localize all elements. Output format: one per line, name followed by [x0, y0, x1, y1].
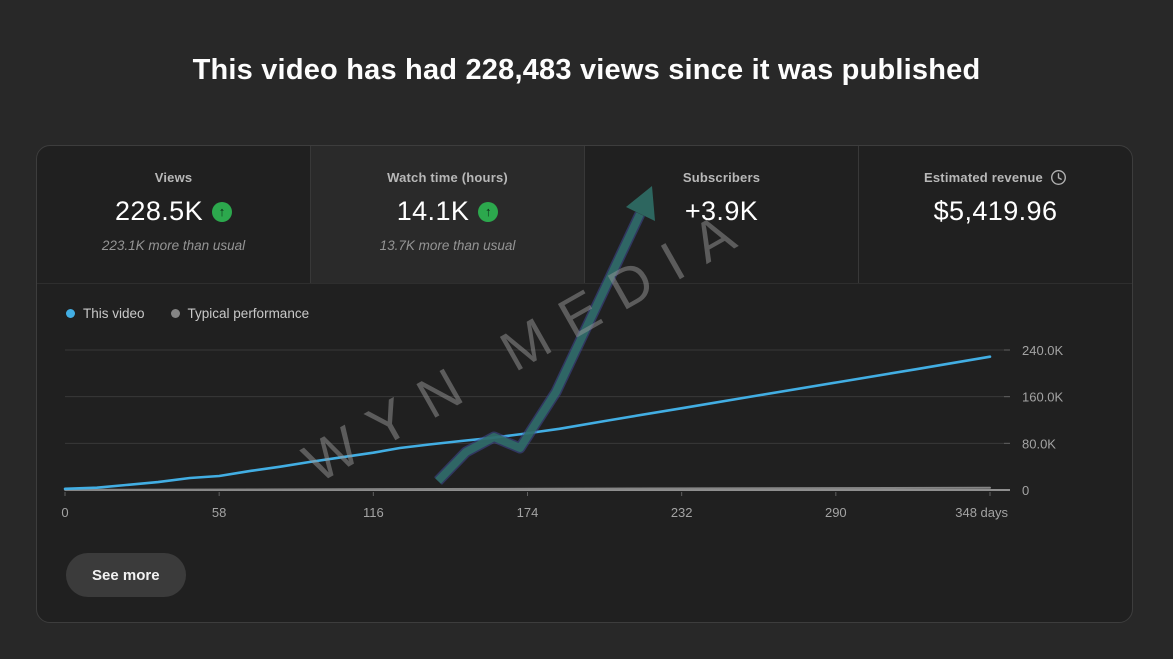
legend-label: Typical performance: [187, 306, 310, 321]
metric-label-text: Estimated revenue: [923, 170, 1043, 185]
metric-label-text: Watch time (hours): [387, 170, 508, 185]
metric-card-subscribers[interactable]: Subscribers +3.9K: [584, 146, 858, 283]
metric-value: $5,419.96: [933, 196, 1058, 226]
see-more-button[interactable]: See more: [66, 553, 186, 597]
trend-up-icon: ↑: [478, 201, 499, 222]
metric-label: Subscribers: [683, 170, 760, 185]
metric-label: Views: [155, 170, 193, 185]
metric-value: 14.1K: [396, 196, 470, 226]
metric-label-text: Views: [154, 170, 193, 185]
metric-subtext: 223.1K more than usual: [101, 238, 246, 253]
legend-item-typical-performance: Typical performance: [170, 306, 310, 321]
clock-icon: [1050, 169, 1067, 186]
metric-card-estimated-revenue[interactable]: Estimated revenue $5,419.96: [858, 146, 1132, 283]
analytics-panel: Views 228.5K ↑ 223.1K more than usual Wa…: [36, 145, 1133, 623]
metric-label-text: Subscribers: [682, 170, 761, 185]
metric-label: Watch time (hours): [387, 170, 508, 185]
metric-label: Estimated revenue: [924, 169, 1067, 186]
metric-subtext: 13.7K more than usual: [379, 238, 516, 253]
metrics-row: Views 228.5K ↑ 223.1K more than usual Wa…: [37, 146, 1132, 284]
legend-label: This video: [83, 306, 145, 321]
metric-value: +3.9K: [684, 196, 759, 226]
trend-up-icon: ↑: [211, 201, 232, 222]
legend-dot-icon: [170, 309, 180, 318]
metric-card-watch-time[interactable]: Watch time (hours) 14.1K ↑ 13.7K more th…: [310, 146, 584, 283]
metric-value: 228.5K: [115, 196, 203, 226]
legend-dot-icon: [66, 309, 75, 318]
page-title: This video has had 228,483 views since i…: [192, 54, 981, 86]
legend-item-this-video: This video: [66, 306, 145, 321]
chart-legend: This video Typical performance: [66, 306, 309, 321]
metric-card-views[interactable]: Views 228.5K ↑ 223.1K more than usual: [37, 146, 310, 283]
